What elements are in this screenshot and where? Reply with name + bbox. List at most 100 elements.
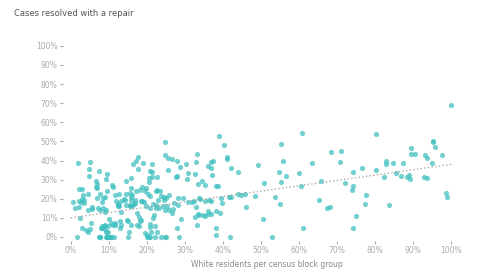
Point [125,202,133,207]
Point [163,204,170,209]
Point [102,176,110,181]
Point [145,235,153,239]
Point [87,220,94,225]
Point [173,159,181,163]
Point [136,218,144,223]
Point [134,155,141,159]
Point [428,140,436,144]
Point [80,198,88,202]
Point [149,202,156,207]
Point [125,191,133,195]
Point [410,152,418,157]
Point [75,187,83,191]
Point [204,163,212,168]
Point [225,195,232,199]
Point [179,196,187,200]
Point [191,215,198,220]
Point [168,207,176,211]
Point [75,204,83,209]
Point [103,189,110,193]
Point [80,201,88,206]
Point [196,197,204,201]
Point [212,183,219,188]
Point [122,217,130,222]
Point [69,199,76,204]
Point [215,134,223,138]
Point [121,202,129,207]
Point [382,159,390,164]
Point [84,230,92,235]
Point [121,178,129,183]
Point [213,184,221,188]
Point [71,205,78,210]
Point [133,223,140,228]
Point [136,188,143,192]
Point [167,157,175,161]
Point [124,235,132,239]
Point [254,163,261,168]
Point [146,222,153,226]
Point [371,168,379,172]
Point [152,202,160,207]
Point [194,182,202,186]
Point [227,165,234,170]
Point [148,175,155,179]
Point [100,224,108,228]
Point [212,209,219,213]
Point [75,199,82,203]
Point [161,208,168,212]
Point [362,193,370,197]
Point [161,152,169,157]
Point [145,194,153,199]
Point [86,227,93,231]
Point [159,194,167,199]
Point [95,235,103,239]
Point [348,226,356,230]
Point [78,225,86,230]
Point [115,204,122,208]
Point [117,210,124,215]
Point [132,159,139,164]
Point [128,204,136,209]
Point [200,214,208,218]
Point [78,196,86,201]
Point [207,160,214,165]
Point [351,214,359,219]
Point [161,196,169,201]
Point [153,174,161,179]
Point [174,203,182,207]
Point [260,181,268,185]
Point [151,224,159,228]
Point [103,235,111,239]
Point [136,199,144,203]
Point [296,184,304,188]
Point [279,158,287,163]
Point [101,227,108,232]
Point [192,160,199,164]
Point [127,193,135,197]
Point [127,198,135,202]
Point [316,179,324,184]
Point [240,192,248,196]
Point [164,156,171,160]
Point [92,179,100,184]
Point [182,162,190,167]
Point [168,211,176,215]
Point [406,177,413,181]
Point [379,175,387,179]
Point [237,193,244,198]
Point [107,235,115,239]
Point [176,165,184,169]
Point [220,143,227,147]
Point [106,235,113,239]
Point [406,146,414,151]
Point [164,168,171,172]
Point [114,203,122,207]
Point [216,211,224,215]
Point [216,195,224,200]
Point [157,235,165,239]
Point [109,223,117,227]
Point [152,187,160,192]
Point [188,200,196,204]
Point [110,235,118,239]
